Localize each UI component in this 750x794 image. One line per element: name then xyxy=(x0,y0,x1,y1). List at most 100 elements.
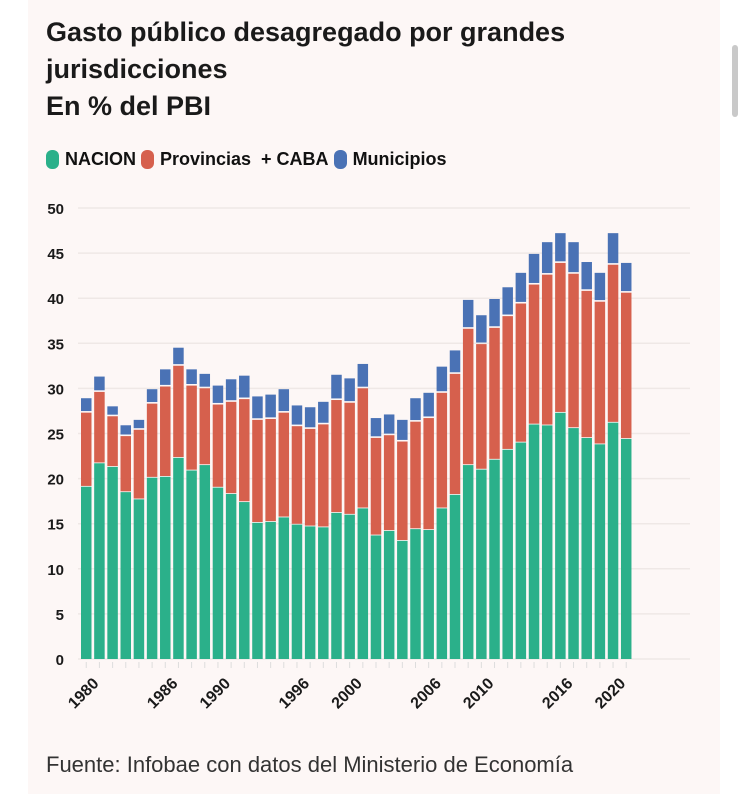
bar-nacion-2011 xyxy=(489,459,500,659)
bar-municipios-1996 xyxy=(291,405,303,425)
bar-municipios-1989 xyxy=(199,373,211,387)
bar-provincias-caba-1987 xyxy=(173,365,184,458)
y-tick-label: 30 xyxy=(47,381,64,398)
bar-nacion-2020 xyxy=(607,422,619,659)
bar-nacion-2005 xyxy=(410,529,421,659)
x-tick-label: 2000 xyxy=(329,675,366,712)
bar-municipios-2016 xyxy=(555,233,566,262)
bar-municipios-1993 xyxy=(252,396,263,419)
bar-municipios-2012 xyxy=(502,287,513,315)
bar-municipios-1986 xyxy=(160,369,171,385)
title-line-3: En % del PBI xyxy=(46,91,212,121)
y-tick-label: 45 xyxy=(47,246,64,263)
legend-swatch xyxy=(333,150,347,169)
bar-provincias-caba-2020 xyxy=(607,264,619,422)
bar-municipios-1980 xyxy=(81,398,92,412)
bar-provincias-caba-2000 xyxy=(344,402,355,514)
bar-provincias-caba-2010 xyxy=(476,344,487,469)
scrollbar[interactable] xyxy=(732,45,738,117)
legend-swatch xyxy=(141,150,154,169)
bar-municipios-1991 xyxy=(225,379,237,401)
bar-nacion-1994 xyxy=(265,521,276,659)
y-tick-label: 25 xyxy=(47,427,64,444)
bar-nacion-1990 xyxy=(212,487,224,659)
bar-nacion-1999 xyxy=(331,512,342,659)
bar-nacion-2006 xyxy=(423,530,434,659)
bar-nacion-2018 xyxy=(581,438,592,659)
y-tick-label: 10 xyxy=(47,562,64,579)
bar-nacion-2012 xyxy=(502,449,513,659)
x-tick-label: 1986 xyxy=(144,675,181,712)
bar-municipios-1982 xyxy=(107,406,118,415)
bar-provincias-caba-1990 xyxy=(212,404,224,487)
bar-provincias-caba-2013 xyxy=(515,303,527,442)
bar-municipios-2002 xyxy=(370,418,382,437)
bar-municipios-1998 xyxy=(318,401,329,423)
bar-nacion-2000 xyxy=(344,514,355,659)
bar-municipios-1997 xyxy=(304,407,316,428)
bar-nacion-1991 xyxy=(225,493,237,659)
bar-provincias-caba-2001 xyxy=(357,388,369,508)
bar-provincias-caba-2015 xyxy=(541,274,553,425)
x-tick-label: 1980 xyxy=(65,675,102,712)
bar-municipios-2014 xyxy=(528,253,540,283)
bar-nacion-1993 xyxy=(252,522,263,659)
bar-nacion-1989 xyxy=(199,465,211,659)
title-line-2: jurisdicciones xyxy=(46,54,228,84)
bar-nacion-2004 xyxy=(397,540,408,659)
bar-provincias-caba-2009 xyxy=(462,328,474,465)
bar-municipios-1981 xyxy=(94,376,105,391)
source-note: Fuente: Infobae con datos del Ministerio… xyxy=(46,752,574,777)
y-tick-label: 50 xyxy=(47,201,64,218)
bar-provincias-caba-1994 xyxy=(265,418,276,522)
bar-provincias-caba-2011 xyxy=(489,327,500,459)
chart-title: Gasto público desagregado por grandes ju… xyxy=(46,14,565,125)
bar-provincias-caba-2008 xyxy=(449,373,461,495)
x-tick-label: 2016 xyxy=(539,675,576,712)
bar-provincias-caba-1988 xyxy=(186,385,197,470)
bar-provincias-caba-2004 xyxy=(397,441,408,541)
bar-municipios-1987 xyxy=(173,347,184,365)
title-line-1: Gasto público desagregado por grandes xyxy=(46,17,566,47)
bar-municipios-1983 xyxy=(120,425,132,435)
bar-nacion-2001 xyxy=(357,508,369,659)
bar-nacion-1988 xyxy=(186,470,197,659)
bar-municipios-1984 xyxy=(133,419,145,429)
bar-provincias-caba-2018 xyxy=(581,290,592,438)
bar-municipios-2008 xyxy=(449,350,461,373)
bar-nacion-1996 xyxy=(291,524,303,659)
legend-item-municipios: Municipios xyxy=(333,149,447,170)
bar-nacion-1982 xyxy=(107,466,118,659)
bar-provincias-caba-2002 xyxy=(370,437,382,535)
bar-nacion-1985 xyxy=(146,477,158,659)
bar-nacion-1984 xyxy=(133,499,145,659)
bar-nacion-2016 xyxy=(555,412,566,659)
bar-provincias-caba-2016 xyxy=(555,262,566,412)
legend-label: NACION xyxy=(65,149,136,169)
legend-item-provincias: Provincias + CABA xyxy=(141,149,329,170)
bar-nacion-1986 xyxy=(160,476,171,659)
x-tick-label: 1996 xyxy=(276,675,313,712)
bar-provincias-caba-1982 xyxy=(107,416,118,467)
x-tick-label: 2020 xyxy=(592,675,629,712)
bar-provincias-caba-1984 xyxy=(133,429,145,499)
bar-nacion-2002 xyxy=(370,535,382,659)
bar-municipios-2007 xyxy=(436,366,448,392)
y-tick-label: 20 xyxy=(47,472,64,489)
bar-provincias-caba-2005 xyxy=(410,421,421,529)
bar-provincias-caba-2014 xyxy=(528,284,540,424)
bar-municipios-1995 xyxy=(278,389,290,412)
bar-nacion-2019 xyxy=(594,444,606,659)
bar-nacion-2009 xyxy=(462,465,474,659)
bar-nacion-1981 xyxy=(94,463,105,659)
bar-provincias-caba-2006 xyxy=(423,418,434,530)
y-tick-label: 40 xyxy=(47,291,64,308)
bar-municipios-2006 xyxy=(423,392,434,417)
bar-municipios-2000 xyxy=(344,378,355,402)
x-tick-label: 1990 xyxy=(197,675,234,712)
bar-municipios-1985 xyxy=(146,389,158,403)
bar-nacion-2003 xyxy=(383,530,395,659)
y-tick-label: 35 xyxy=(47,336,64,353)
legend-label: Provincias + CABA xyxy=(160,149,329,169)
bar-provincias-caba-1991 xyxy=(225,401,237,494)
